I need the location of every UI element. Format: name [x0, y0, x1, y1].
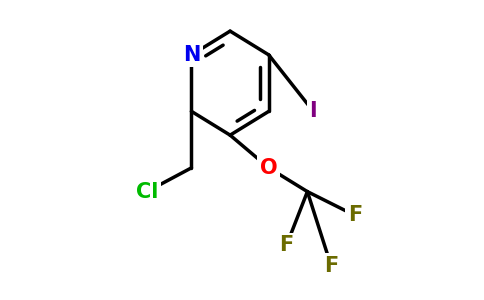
Text: O: O [260, 158, 277, 178]
Text: F: F [348, 206, 362, 225]
Text: I: I [310, 101, 317, 122]
Text: F: F [324, 256, 338, 276]
Text: N: N [183, 45, 200, 65]
Text: F: F [279, 235, 294, 255]
Text: Cl: Cl [136, 182, 158, 202]
